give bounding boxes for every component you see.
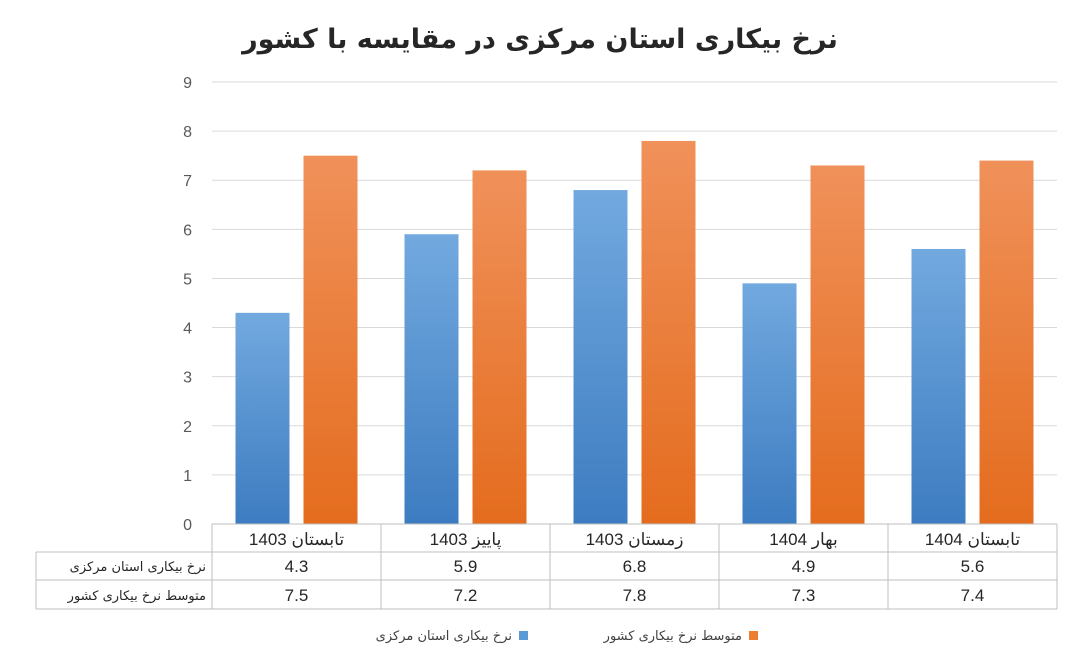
- y-tick-label: 6: [183, 222, 192, 239]
- bars: [235, 140, 1034, 525]
- data-table: تابستان 1403 پاییز 1403 زمستان 1403 بهار 14…: [35, 523, 1058, 610]
- data-label: 7.4: [961, 586, 985, 605]
- bar-country-3: [810, 165, 865, 524]
- legend-label: نرخ بیکاری استان مرکزی: [376, 629, 512, 644]
- y-axis-ticks: 0 1 2 3 4 5 6 7 8 9: [183, 75, 192, 534]
- y-tick-label: 7: [183, 173, 192, 190]
- legend-label: متوسط نرخ بیکاری کشور: [603, 629, 742, 644]
- legend: نرخ بیکاری استان مرکزی متوسط نرخ بیکاری ک…: [376, 629, 758, 644]
- data-label: 7.3: [792, 586, 816, 605]
- y-tick-label: 2: [183, 419, 192, 436]
- table-row-label: نرخ بیکاری استان مرکزی: [70, 560, 206, 575]
- data-label: 5.9: [454, 557, 478, 576]
- category-label: زمستان 1403: [586, 530, 684, 550]
- category-label: بهار 1404: [769, 530, 838, 550]
- data-label: 7.5: [285, 586, 309, 605]
- bar-country-4: [979, 160, 1034, 525]
- data-label: 4.3: [285, 557, 309, 576]
- bar-country-0: [303, 155, 358, 524]
- table-row-label: متوسط نرخ بیکاری کشور: [67, 589, 206, 604]
- y-tick-label: 5: [183, 271, 192, 288]
- data-label: 7.8: [623, 586, 647, 605]
- y-tick-label: 4: [183, 321, 192, 338]
- data-label: 7.2: [454, 586, 478, 605]
- bar-markazi-1: [404, 234, 459, 524]
- category-label: پاییز 1403: [430, 530, 502, 550]
- bar-markazi-0: [235, 312, 290, 524]
- data-label: 6.8: [623, 557, 647, 576]
- y-tick-label: 3: [183, 370, 192, 387]
- y-tick-label: 1: [183, 468, 192, 485]
- category-label: تابستان 1403: [249, 530, 344, 549]
- category-label: تابستان 1404: [925, 530, 1020, 549]
- bar-country-2: [641, 140, 696, 524]
- legend-swatch: [749, 631, 758, 640]
- bar-markazi-2: [573, 190, 628, 525]
- data-label: 5.6: [961, 557, 985, 576]
- y-tick-label: 9: [183, 75, 192, 92]
- bar-markazi-3: [742, 283, 797, 524]
- bar-country-1: [472, 170, 527, 524]
- y-tick-label: 8: [183, 124, 192, 141]
- legend-swatch: [519, 631, 528, 640]
- data-label: 4.9: [792, 557, 816, 576]
- chart-title: نرخ بیکاری استان مرکزی در مقایسه با کشور: [240, 24, 838, 55]
- bar-markazi-4: [911, 248, 966, 524]
- y-tick-label: 0: [183, 517, 192, 534]
